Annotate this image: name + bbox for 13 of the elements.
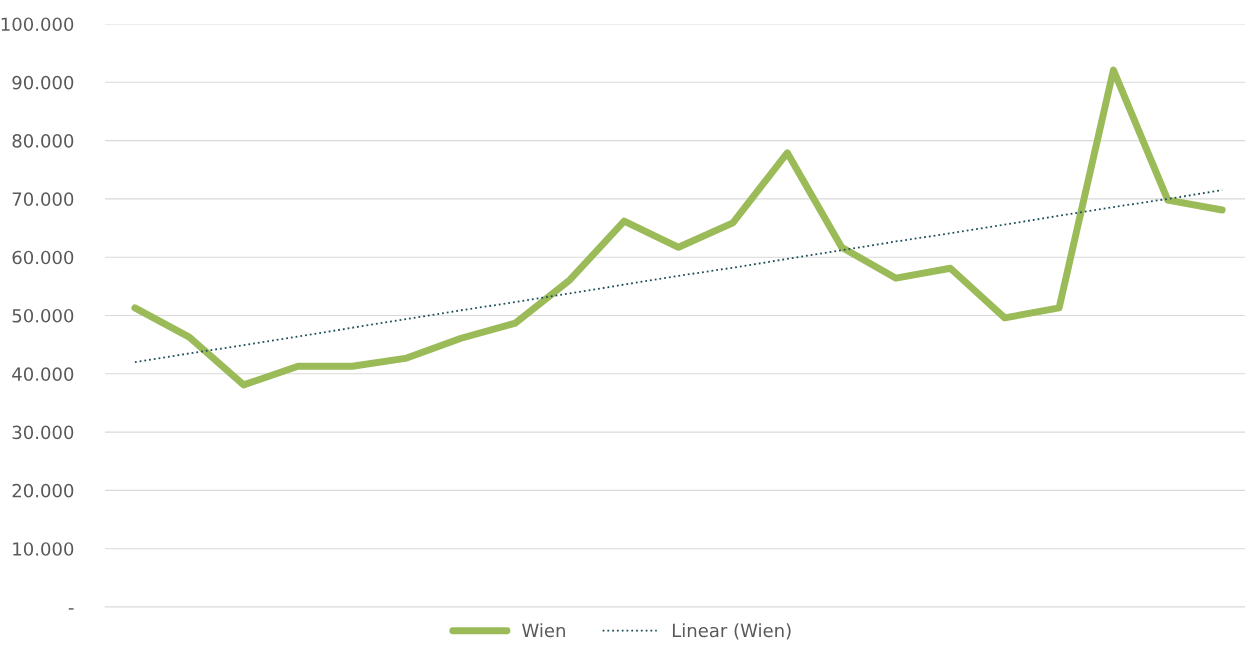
- y-tick-label: 70.000: [12, 192, 74, 207]
- y-tick-label: 60.000: [12, 250, 74, 265]
- y-tick-label: 40.000: [12, 367, 74, 381]
- y-tick-label: 80.000: [12, 134, 74, 148]
- y-tick-label: 10.000: [13, 542, 74, 556]
- y-tick-label: 50.000: [12, 308, 74, 323]
- y-tick-label: 100.000: [1, 17, 74, 32]
- y-tick-label: 30.000: [12, 425, 74, 440]
- y-tick-label: 90.000: [12, 75, 74, 90]
- legend-label: Linear (Wien): [672, 623, 791, 640]
- legend-label: Wien: [522, 623, 565, 638]
- y-tick-label: -: [68, 608, 74, 610]
- y-tick-label: 20.000: [12, 483, 74, 498]
